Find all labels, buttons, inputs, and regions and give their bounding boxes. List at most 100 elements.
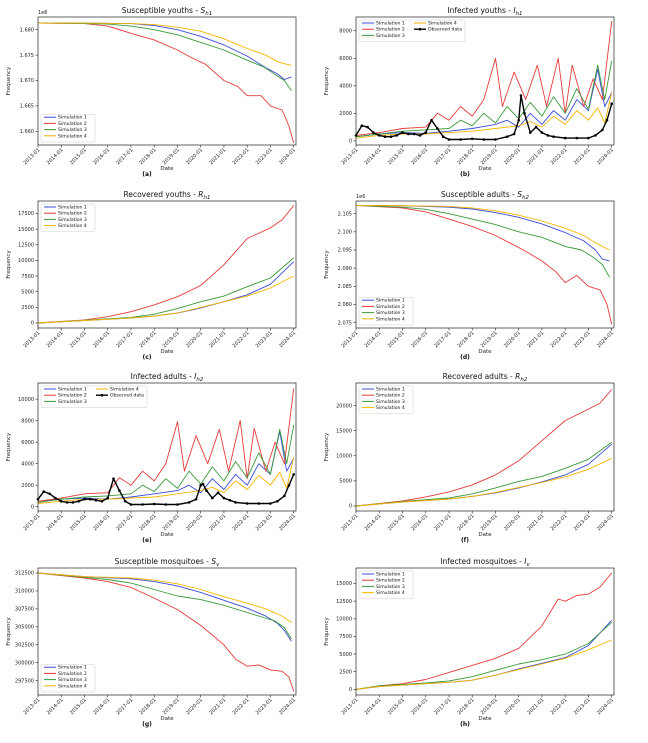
chart-title: Infected adults - Ih2	[131, 372, 204, 383]
x-tick-label: 2015-01	[387, 330, 406, 349]
series-line-simulation-1	[37, 261, 295, 324]
x-tick-label: 2019-01	[162, 513, 181, 532]
series-line-simulation-3	[37, 572, 292, 640]
series-line-simulation-1	[355, 443, 612, 507]
y-tick-label: 0	[31, 321, 34, 327]
legend-label: Simulation 3	[376, 310, 405, 316]
y-tick-label: 15000	[336, 581, 352, 587]
y-tick-label: 4000	[339, 84, 352, 90]
panel-label: (h)	[460, 721, 470, 728]
observed-point	[517, 118, 520, 122]
x-tick-label: 2017-01	[433, 697, 452, 716]
panel-label: (b)	[460, 171, 470, 178]
x-tick-label: 2016-01	[410, 147, 429, 166]
y-tick-label: 2.075	[338, 320, 352, 326]
legend-label: Simulation 2	[58, 121, 87, 127]
x-tick-label: 2018-01	[457, 330, 476, 349]
observed-point	[482, 138, 486, 141]
legend-label: Simulation 1	[376, 298, 405, 304]
legend-label: Simulation 4	[58, 223, 87, 229]
legend-label: Simulation 2	[376, 304, 405, 310]
y-tick-label: 1.660	[20, 129, 34, 135]
series-line-simulation-4	[37, 572, 292, 623]
x-tick-label: 2024-01	[596, 513, 615, 532]
observed-point	[77, 500, 80, 503]
series-line-simulation-4	[37, 275, 294, 324]
observed-point	[605, 118, 609, 122]
plot-frame	[37, 567, 297, 696]
legend-label: Simulation 4	[428, 21, 457, 27]
series-line-simulation-2	[355, 204, 613, 325]
y-tick-label: 2.085	[338, 284, 352, 290]
y-tick-label: 8000	[339, 28, 352, 34]
observed-point	[141, 503, 144, 506]
series-line-simulation-4	[355, 92, 613, 139]
y-axis-label: Frequency	[6, 617, 12, 646]
x-tick-label: 2019-01	[480, 697, 499, 716]
x-tick-label: 2022-01	[232, 697, 251, 716]
y-tick-label: 12500	[18, 242, 34, 248]
x-tick-label: 2019-01	[480, 330, 499, 349]
legend-label: Observed data	[110, 393, 144, 399]
y-tick-label: 20000	[336, 403, 352, 409]
observed-point	[276, 500, 279, 503]
series-line-simulation-2	[37, 388, 295, 502]
y-tick-label: 1.670	[20, 78, 34, 84]
plot-frame	[355, 16, 615, 146]
x-tick-label: 2023-01	[255, 513, 274, 532]
x-tick-label: 2021-01	[526, 147, 545, 166]
y-tick-label: 4000	[21, 461, 34, 467]
observed-point	[228, 498, 232, 502]
x-tick-label: 2018-01	[139, 513, 158, 532]
legend-label: Simulation 3	[376, 399, 405, 405]
x-tick-label: 2018-01	[139, 697, 158, 716]
x-tick-label: 2022-01	[550, 330, 569, 349]
x-tick-label: 2015-01	[69, 513, 88, 532]
legend-label: Observed data	[428, 27, 462, 33]
x-axis-label: Date	[478, 716, 492, 722]
y-axis-label: Frequency	[324, 617, 330, 646]
legend-label: Simulation 3	[376, 33, 405, 39]
series-line-simulation-2	[355, 389, 613, 507]
y-tick-label: 6000	[339, 56, 352, 62]
legend-box	[40, 203, 96, 233]
series-line-simulation-4	[355, 204, 610, 251]
x-tick-label: 2019-01	[162, 147, 181, 166]
observed-point	[112, 477, 115, 481]
y-tick-label: 2500	[339, 669, 352, 675]
panel-f: Recovered adults - Rh2 0 5000 10000 15000 200…	[324, 372, 615, 544]
panel-h: Infected mosquitoes - Iv 0 2500 5000 7500 100…	[324, 557, 615, 728]
observed-point	[187, 501, 191, 504]
x-tick-label: 2015-01	[387, 513, 406, 532]
legend-box	[358, 570, 414, 600]
x-tick-label: 2020-01	[503, 147, 522, 166]
series-line-simulation-3	[37, 424, 295, 503]
x-tick-label: 2023-01	[255, 697, 274, 716]
x-tick-label: 2020-01	[185, 697, 204, 716]
observed-point	[534, 125, 538, 129]
observed-point	[216, 491, 220, 495]
plot-frame	[355, 200, 615, 329]
x-tick-label: 2023-01	[255, 147, 274, 166]
legend-label: Simulation 1	[58, 665, 87, 671]
x-tick-label: 2024-01	[596, 330, 615, 349]
x-tick-label: 2022-01	[232, 513, 251, 532]
observed-point	[257, 502, 261, 505]
legend-label: Simulation 2	[58, 671, 87, 677]
observed-point	[407, 132, 410, 136]
legend-label: Simulation 1	[58, 205, 87, 211]
legend-marker	[100, 393, 104, 397]
observed-point	[194, 497, 198, 501]
x-tick-label: 2023-01	[573, 513, 592, 532]
x-tick-label: 2020-01	[185, 147, 204, 166]
observed-point	[65, 501, 69, 504]
observed-point	[205, 489, 208, 492]
y-axis-label: Frequency	[6, 250, 12, 279]
observed-point	[118, 489, 121, 492]
legend-label: Simulation 2	[376, 393, 405, 399]
x-tick-label: 2024-01	[278, 147, 297, 166]
